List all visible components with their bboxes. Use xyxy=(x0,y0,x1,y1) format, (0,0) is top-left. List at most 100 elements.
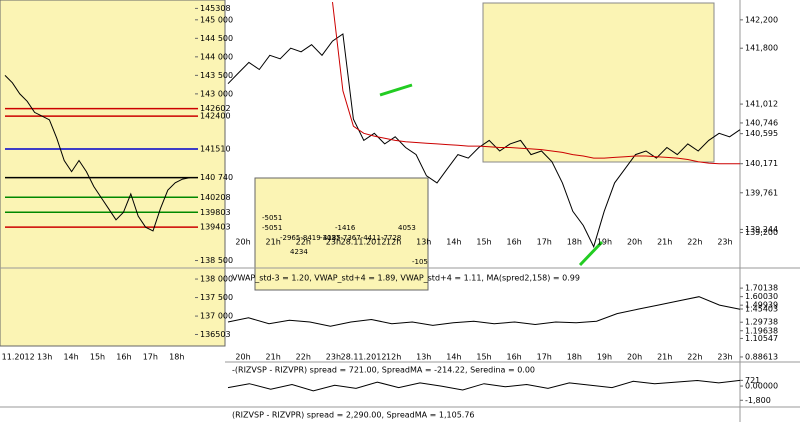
y-tick-label: 0.88613 xyxy=(745,352,778,361)
y-tick-label: 137 500 xyxy=(200,293,233,302)
x-tick-label: 18h xyxy=(567,238,582,247)
x-tick-label: 20h xyxy=(627,353,642,362)
x-tick-label: 28.11.2012 xyxy=(341,353,387,362)
level-label: 141510 xyxy=(200,145,231,154)
y-tick-label: 137 000 xyxy=(200,312,233,321)
y-tick-label: 721 xyxy=(745,376,760,385)
y-tick-label: 139,761 xyxy=(745,188,778,197)
level-label: 140 740 xyxy=(200,173,233,182)
level-label: 142400 xyxy=(200,112,231,121)
x-tick-label: 11.2012 xyxy=(2,353,35,362)
y-tick-label: 140,595 xyxy=(745,129,778,138)
trend-mark xyxy=(379,83,413,97)
level-label: 139403 xyxy=(200,223,231,232)
popup-number: 4053 xyxy=(398,224,416,232)
indicator-label: VWAP_std-3 = 1.20, VWAP_std+4 = 1.89, VW… xyxy=(232,274,580,283)
popup-number: -5051 xyxy=(262,214,282,222)
popup-panel xyxy=(254,177,429,291)
x-tick-label: 20h xyxy=(235,238,250,247)
series-line xyxy=(227,379,741,392)
spread-label: -(RIZVSP - RIZVPR) spread = 721.00, Spre… xyxy=(232,366,535,375)
x-tick-label: 22h xyxy=(687,353,702,362)
x-tick-label: 13h xyxy=(416,238,431,247)
popup-number: -3037-7367-4411-7728 xyxy=(320,234,401,242)
inset-panel xyxy=(482,2,715,163)
x-tick-label: 18h xyxy=(169,353,184,362)
left-panel xyxy=(0,0,226,347)
y-tick-label: 138 500 xyxy=(200,256,233,265)
y-tick-label: 145 000 xyxy=(200,15,233,24)
x-tick-label: 16h xyxy=(506,353,521,362)
x-tick-label: 21h xyxy=(266,238,281,247)
x-tick-label: 16h xyxy=(116,353,131,362)
x-tick-label: 15h xyxy=(90,353,105,362)
y-tick-label: 143 000 xyxy=(200,89,233,98)
level-label: 139803 xyxy=(200,208,231,217)
y-tick-label: 1.45403 xyxy=(745,304,778,313)
series-line xyxy=(4,75,191,232)
y-tick-label: 141,800 xyxy=(745,44,778,53)
x-tick-label: 21h xyxy=(266,353,281,362)
series-line xyxy=(227,296,741,327)
y-tick-label: 144 000 xyxy=(200,52,233,61)
y-tick-label: 142,200 xyxy=(745,15,778,24)
trend-mark xyxy=(578,240,604,267)
x-tick-label: 17h xyxy=(143,353,158,362)
y-tick-label: 1.19638 xyxy=(745,326,778,335)
x-tick-label: 23h xyxy=(717,238,732,247)
y-tick-label: 140,171 xyxy=(745,159,778,168)
x-tick-label: 14h xyxy=(446,238,461,247)
y-tick-label: 1.49939 xyxy=(745,301,778,310)
footer-label: (RIZVSP - RIZVPR) spread = 2,290.00, Spr… xyxy=(232,411,475,420)
x-tick-label: 28.11.2012 xyxy=(341,238,387,247)
x-tick-label: 17h xyxy=(537,353,552,362)
x-tick-label: 14h xyxy=(63,353,78,362)
x-tick-label: 21h xyxy=(657,353,672,362)
level-label: 142602 xyxy=(200,104,231,113)
y-tick-label: 141,012 xyxy=(745,100,778,109)
x-tick-label: 23h xyxy=(717,353,732,362)
popup-number: -105 xyxy=(412,258,428,266)
x-tick-label: 19h xyxy=(597,238,612,247)
y-tick-label: 143 500 xyxy=(200,71,233,80)
x-tick-label: 22h xyxy=(296,353,311,362)
y-tick-label: 0.00000 xyxy=(745,382,778,391)
x-tick-label: 15h xyxy=(476,353,491,362)
x-tick-label: 12h xyxy=(386,238,401,247)
x-tick-label: 18h xyxy=(567,353,582,362)
x-tick-label: 20h xyxy=(235,353,250,362)
x-tick-label: 22h xyxy=(296,238,311,247)
x-tick-label: 14h xyxy=(446,353,461,362)
x-tick-label: 22h xyxy=(687,238,702,247)
x-tick-label: 19h xyxy=(597,353,612,362)
y-tick-label: 1.70138 xyxy=(745,284,778,293)
x-tick-label: 23h xyxy=(326,238,341,247)
y-tick-label: 1.10547 xyxy=(745,334,778,343)
x-tick-label: 12h xyxy=(386,353,401,362)
popup-number: -1416 xyxy=(335,224,356,232)
x-tick-label: 13h xyxy=(416,353,431,362)
y-tick-label: -1,800 xyxy=(745,396,771,405)
y-tick-label: 1.29738 xyxy=(745,318,778,327)
series-line xyxy=(332,2,740,165)
x-tick-label: 23h xyxy=(326,353,341,362)
y-tick-label: 144 500 xyxy=(200,34,233,43)
level-label: 140208 xyxy=(200,193,231,202)
y-tick-label: 138 000 xyxy=(200,275,233,284)
popup-number: -5051 xyxy=(262,224,282,232)
popup-number: -2965-8419 4185 xyxy=(280,234,341,242)
popup-number: 4234 xyxy=(290,248,308,256)
y-tick-label: 139,200 xyxy=(745,228,778,237)
y-tick-label: 145308 xyxy=(200,4,231,13)
y-tick-label: 139,244 xyxy=(745,225,778,234)
x-tick-label: 21h xyxy=(657,238,672,247)
x-tick-label: 17h xyxy=(537,238,552,247)
x-tick-label: 13h xyxy=(37,353,52,362)
y-tick-label: 140,746 xyxy=(745,118,778,127)
x-tick-label: 20h xyxy=(627,238,642,247)
x-tick-label: 15h xyxy=(476,238,491,247)
y-tick-label: 136503 xyxy=(200,330,231,339)
y-tick-label: 1.60030 xyxy=(745,292,778,301)
x-tick-label: 16h xyxy=(506,238,521,247)
